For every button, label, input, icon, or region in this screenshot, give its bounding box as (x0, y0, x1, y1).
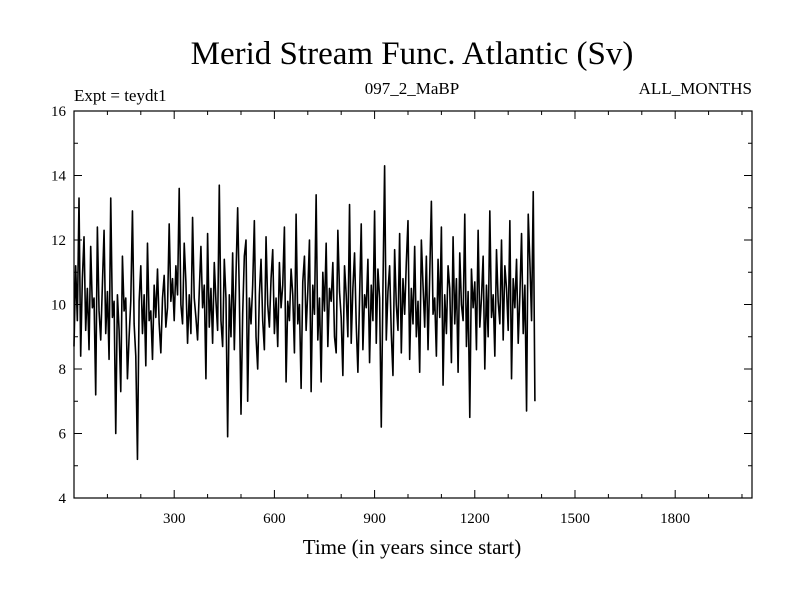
period-label: 097_2_MaBP (365, 79, 459, 98)
x-tick-label: 600 (263, 511, 286, 527)
x-tick-label: 1200 (460, 511, 490, 527)
months-label: ALL_MONTHS (639, 79, 752, 98)
y-tick-label: 8 (59, 362, 67, 378)
y-tick-label: 14 (51, 169, 67, 185)
x-tick-label: 300 (163, 511, 186, 527)
y-tick-label: 12 (51, 233, 66, 249)
x-axis-label: Time (in years since start) (303, 535, 522, 559)
y-axis: 4 6 8 10 12 14 16 (51, 104, 752, 507)
chart-title: Merid Stream Func. Atlantic (Sv) (191, 36, 634, 72)
y-tick-label: 6 (59, 427, 67, 443)
plot-frame (73, 110, 753, 499)
x-axis: 300 600 900 1200 1500 1800 (106, 111, 743, 527)
plot-series (73, 165, 536, 461)
y-tick-label: 10 (51, 298, 66, 314)
series-line-atlantic-moc (73, 165, 536, 461)
y-tick-label: 16 (51, 104, 67, 120)
x-tick-label: 1500 (560, 511, 590, 527)
x-tick-label: 1800 (660, 511, 690, 527)
y-tick-label: 4 (59, 491, 67, 507)
experiment-label: Expt = teydt1 (74, 86, 167, 105)
x-tick-label: 900 (363, 511, 386, 527)
